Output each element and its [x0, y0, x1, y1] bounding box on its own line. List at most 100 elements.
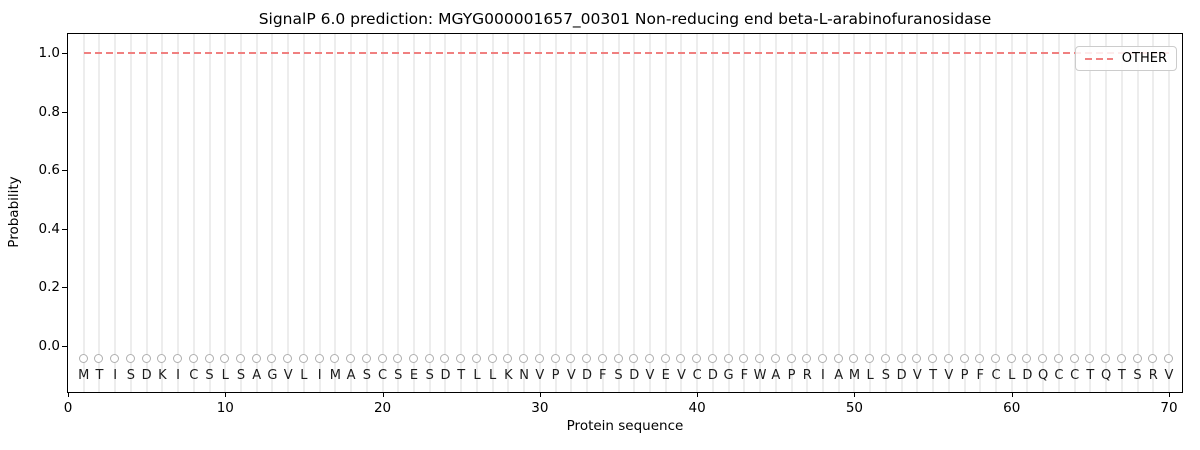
- x-tick-mark: [1169, 392, 1170, 397]
- residue-letter: R: [1148, 368, 1158, 383]
- gridline: [208, 34, 211, 392]
- y-tick-mark: [62, 287, 67, 289]
- residue-letter: M: [78, 368, 90, 383]
- residue-marker: [110, 354, 120, 364]
- residue-letter: V: [566, 368, 576, 383]
- gridline: [255, 34, 258, 392]
- y-tick-mark: [62, 53, 67, 54]
- gridline: [837, 34, 840, 392]
- gridline: [475, 34, 478, 392]
- gridline: [538, 34, 541, 392]
- residue-letter: M: [848, 368, 861, 383]
- gridline: [570, 34, 573, 392]
- residue-letter: I: [176, 368, 181, 383]
- residue-marker: [141, 354, 151, 364]
- residue-letter: D: [896, 368, 907, 383]
- residue-marker: [786, 354, 796, 364]
- residue-marker: [629, 354, 639, 364]
- residue-marker: [707, 354, 717, 364]
- gridline: [444, 34, 447, 392]
- residue-marker: [833, 354, 843, 364]
- y-tick-label: 0.0: [38, 338, 60, 354]
- residue-marker: [896, 354, 906, 364]
- residue-marker: [613, 354, 623, 364]
- gridline: [994, 34, 997, 392]
- residue-letter: F: [740, 368, 749, 383]
- residue-marker: [471, 354, 481, 364]
- gridline: [397, 34, 400, 392]
- residue-marker: [173, 354, 183, 364]
- x-tick-mark: [697, 392, 699, 397]
- residue-marker: [660, 354, 670, 364]
- residue-marker: [204, 354, 214, 364]
- residue-letter: S: [236, 368, 246, 383]
- residue-marker: [346, 354, 356, 364]
- residue-marker: [94, 354, 104, 364]
- legend-dashed-line-sample: [1084, 57, 1113, 60]
- residue-marker: [424, 354, 434, 364]
- residue-marker: [566, 354, 576, 364]
- residue-marker: [849, 354, 859, 364]
- residue-marker: [1164, 354, 1173, 364]
- residue-letter: V: [944, 368, 954, 383]
- gridline: [1152, 34, 1155, 392]
- residue-marker: [676, 354, 686, 364]
- residue-letter: A: [252, 368, 262, 383]
- residue-marker: [959, 354, 969, 364]
- residue-letter: P: [551, 368, 560, 383]
- residue-letter: K: [158, 368, 167, 383]
- x-tick-mark: [854, 392, 856, 397]
- x-tick-label: 10: [216, 400, 234, 416]
- gridline: [806, 34, 809, 392]
- gridline: [240, 34, 242, 392]
- residue-marker: [267, 354, 277, 364]
- gridline: [601, 34, 604, 392]
- residue-marker: [314, 354, 324, 364]
- residue-letter: S: [614, 368, 623, 383]
- gridline: [1136, 34, 1139, 392]
- residue-letter: S: [205, 368, 214, 383]
- residue-letter: P: [787, 368, 796, 383]
- residue-letter: D: [440, 368, 451, 383]
- residue-letter: W: [753, 368, 767, 383]
- residue-letter: S: [126, 368, 136, 383]
- gridline: [759, 34, 762, 392]
- legend: OTHER: [1074, 46, 1177, 71]
- residue-letter: L: [1008, 368, 1016, 383]
- x-axis-label: Protein sequence: [566, 418, 684, 434]
- residue-marker: [990, 354, 1000, 364]
- gridline: [821, 34, 824, 392]
- residue-marker: [1101, 354, 1111, 364]
- residue-marker: [78, 354, 88, 364]
- residue-marker: [157, 354, 167, 364]
- gridline: [1073, 34, 1076, 392]
- gridline: [554, 34, 557, 392]
- gridline: [1168, 34, 1170, 392]
- x-tick-label: 50: [845, 400, 864, 416]
- y-tick-label: 1.0: [38, 45, 60, 61]
- x-tick-mark: [1011, 392, 1013, 397]
- residue-marker: [912, 354, 922, 364]
- residue-marker: [251, 354, 261, 364]
- residue-letter: V: [676, 368, 686, 383]
- y-tick-label: 0.2: [38, 279, 60, 296]
- gridline: [696, 34, 699, 392]
- residue-marker: [236, 354, 245, 364]
- residue-letter: A: [346, 368, 356, 383]
- gridline: [350, 34, 353, 392]
- residue-marker: [975, 354, 985, 364]
- residue-marker: [456, 354, 466, 364]
- gridline: [460, 34, 463, 392]
- gridline: [224, 34, 227, 392]
- residue-letter: T: [1086, 368, 1095, 383]
- gridline: [145, 34, 148, 392]
- x-tick-label: 40: [688, 400, 706, 416]
- gridline: [271, 34, 274, 392]
- gridline: [633, 34, 636, 392]
- residue-marker: [220, 354, 230, 364]
- gridline: [334, 34, 337, 392]
- residue-letter: P: [960, 368, 969, 383]
- residue-marker: [723, 354, 733, 364]
- residue-letter: R: [802, 368, 812, 383]
- y-tick-mark: [62, 111, 67, 113]
